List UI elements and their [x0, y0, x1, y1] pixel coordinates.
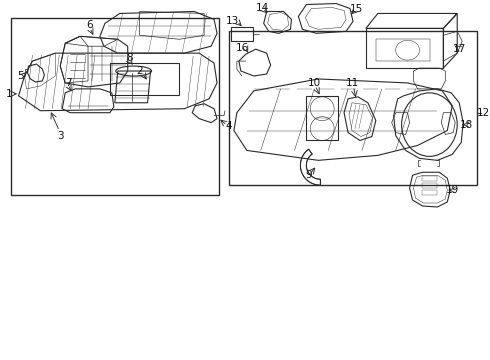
Text: 19: 19 — [445, 185, 459, 195]
Text: 4: 4 — [225, 121, 232, 131]
Text: 13: 13 — [226, 17, 240, 26]
Text: 16: 16 — [236, 43, 249, 53]
Bar — [376, 39, 430, 61]
Bar — [422, 183, 438, 188]
Text: 3: 3 — [57, 131, 64, 140]
Text: 15: 15 — [349, 4, 363, 14]
Bar — [110, 63, 179, 95]
Bar — [11, 18, 219, 195]
Text: 14: 14 — [256, 3, 270, 13]
Text: 17: 17 — [453, 44, 466, 54]
Text: 1: 1 — [5, 89, 12, 99]
Bar — [229, 31, 477, 185]
Text: 2: 2 — [136, 66, 143, 76]
Bar — [366, 28, 443, 68]
Text: 18: 18 — [460, 120, 473, 130]
Bar — [306, 96, 338, 140]
Text: 7: 7 — [65, 78, 72, 88]
Text: 11: 11 — [345, 78, 359, 88]
Text: 9: 9 — [305, 170, 312, 180]
Bar — [422, 190, 438, 195]
Bar — [231, 27, 253, 41]
Text: 10: 10 — [308, 78, 321, 88]
Bar — [422, 176, 438, 181]
Text: 5: 5 — [17, 71, 24, 81]
Text: 8: 8 — [126, 53, 133, 63]
Text: 12: 12 — [476, 108, 490, 118]
Text: 6: 6 — [87, 21, 93, 30]
